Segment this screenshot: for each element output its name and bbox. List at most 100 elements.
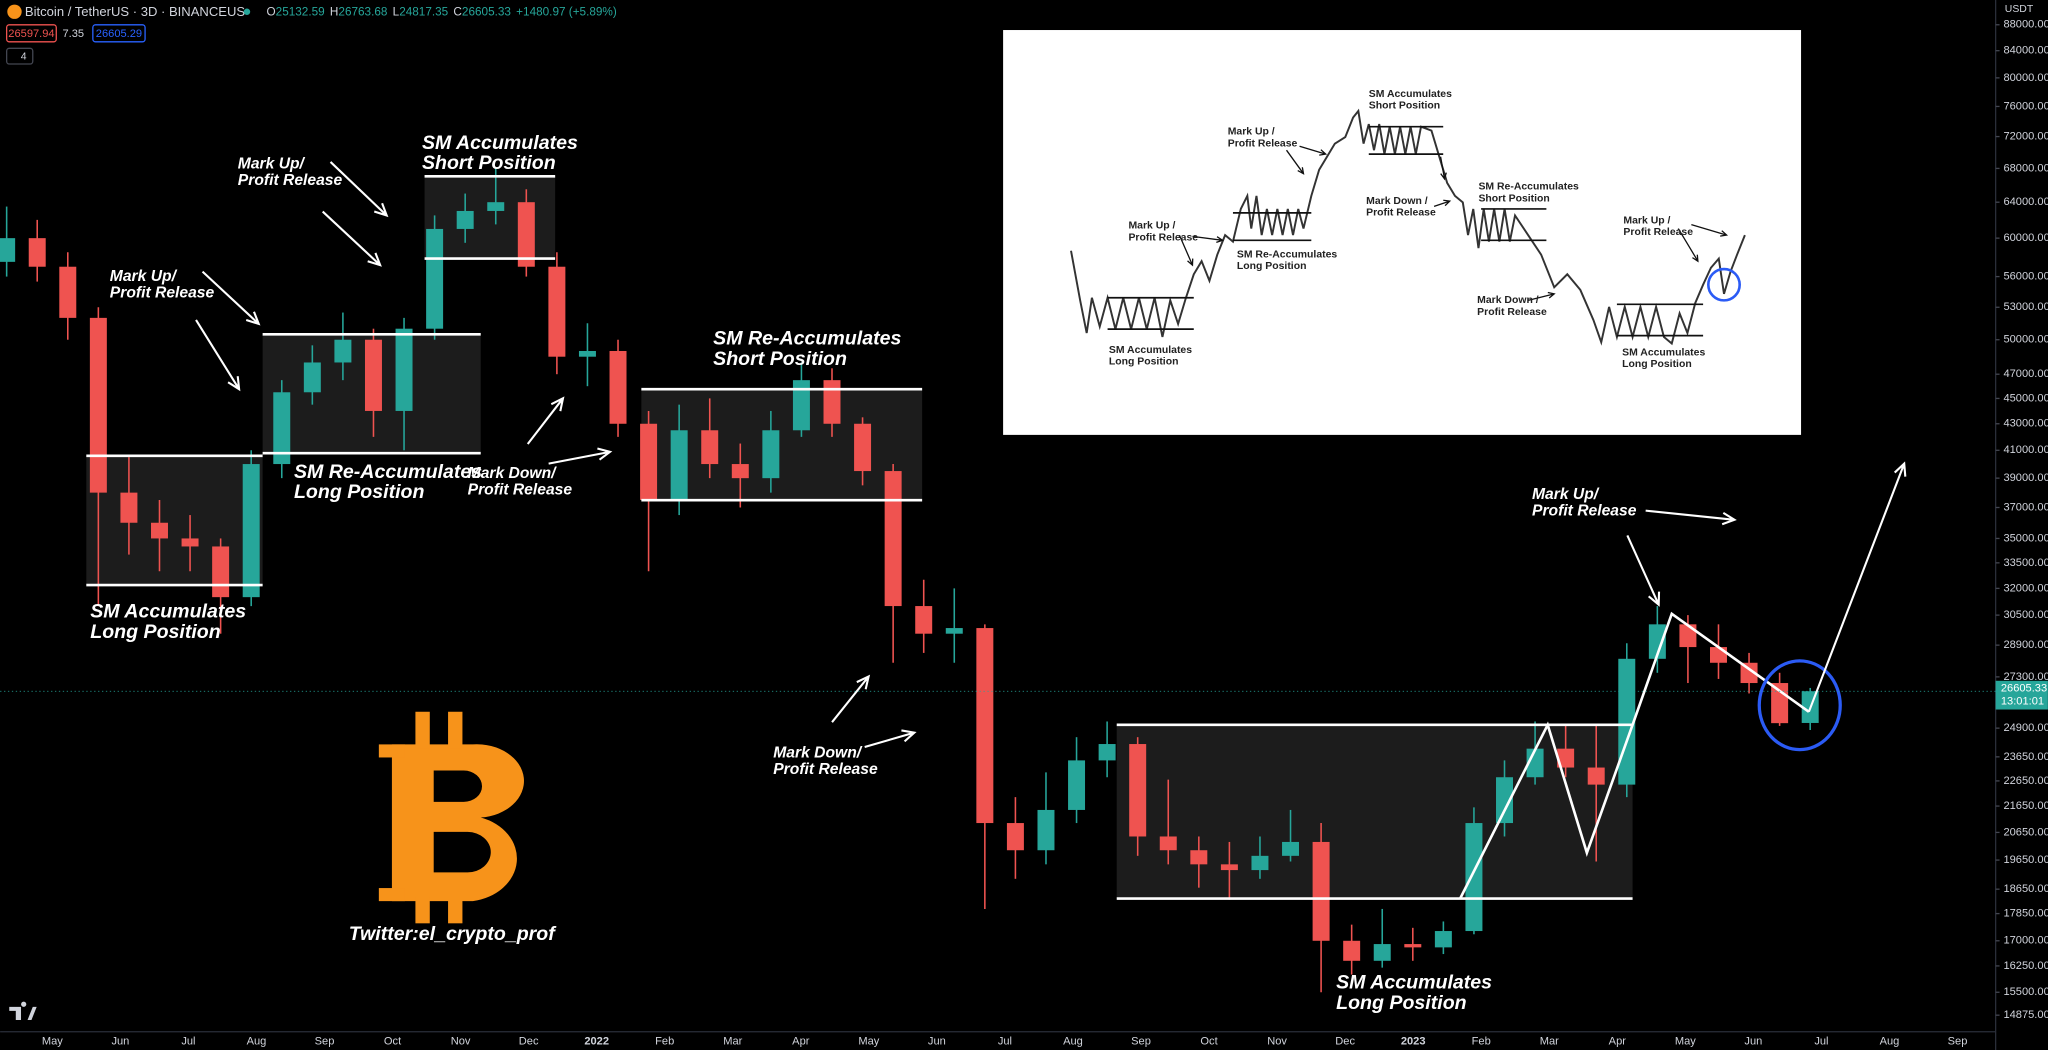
inset: SM Accumulates Short Position Mark Up / Pro… — [1003, 30, 1802, 435]
candle-body — [28, 238, 46, 267]
y-tick-label: 20650.00 — [2003, 826, 2048, 838]
annotation: SM Accumulates — [422, 132, 578, 154]
inset-arrows — [1178, 145, 1729, 302]
logo-bar — [448, 711, 463, 749]
candle-body — [334, 339, 352, 363]
indicators-count[interactable]: 4 — [21, 52, 27, 63]
bitcoin-logo — [378, 711, 524, 924]
inset-background — [1003, 30, 1802, 435]
candle-body — [1037, 809, 1055, 851]
x-tick-label: Aug — [247, 1035, 267, 1047]
logo-serif — [378, 888, 405, 902]
arrow — [1626, 535, 1661, 607]
candle-body — [59, 266, 77, 318]
candle-body — [1098, 744, 1116, 761]
candle-body — [1557, 748, 1575, 768]
inset-label: Short Position — [1369, 101, 1440, 112]
candle-body — [1068, 760, 1086, 810]
annotation: Profit Release — [468, 482, 573, 499]
annotation: Short Position — [713, 348, 847, 370]
y-tick-label: 47000.00 — [2003, 368, 2048, 380]
annotation: Long Position — [1336, 992, 1467, 1014]
arrow — [201, 270, 261, 326]
candle-body — [915, 606, 933, 634]
ohlc-values: O25132.59 H26763.68 L24817.35 C26605.33 +148… — [267, 6, 617, 19]
y-tick-label: 72000.00 — [2003, 131, 2048, 143]
inset-label: Mark Up / — [1128, 221, 1175, 232]
y-tick-label: 14875.00 — [2003, 1009, 2048, 1021]
y-tick-label: 22650.00 — [2003, 775, 2048, 787]
arrow — [321, 210, 382, 267]
y-tick-label: 28900.00 — [2003, 639, 2048, 651]
y-tick-label: 43000.00 — [2003, 418, 2048, 430]
ohlc-label: H — [330, 6, 339, 19]
inset-label: Mark Down / — [1477, 295, 1539, 306]
candle-body — [1404, 944, 1422, 948]
x-tick-label: 2022 — [584, 1035, 609, 1047]
y-tick-label: 39000.00 — [2003, 472, 2048, 484]
inset-arrow — [1299, 145, 1328, 156]
x-tick-label: May — [1675, 1035, 1696, 1047]
candle-body — [854, 423, 872, 472]
tradingview-logo — [9, 1001, 37, 1020]
x-tick-label: Nov — [1267, 1035, 1287, 1047]
ohlc-value: 26605.33 — [462, 6, 511, 19]
y-tick-label: 16250.00 — [2003, 960, 2048, 972]
candle-body — [1251, 855, 1269, 871]
x-tick-label: Dec — [519, 1035, 539, 1047]
inset-label: Profit Release — [1366, 208, 1436, 219]
candle-body — [89, 317, 107, 493]
ohlc-value: 24817.35 — [399, 6, 448, 19]
candle-body — [976, 628, 994, 824]
candle-body — [456, 210, 474, 229]
price-tag-countdown: 13:01:01 — [2001, 696, 2044, 708]
inset-label: Mark Down / — [1366, 196, 1428, 207]
x-tick-label: Jul — [998, 1035, 1012, 1047]
inset-arrow — [1285, 149, 1305, 175]
inset-arrow — [1433, 199, 1452, 207]
candle-body — [242, 464, 260, 598]
x-tick-label: Jul — [1814, 1035, 1828, 1047]
zone — [86, 455, 263, 586]
candle-body — [364, 339, 382, 411]
x-tick-label: Apr — [1609, 1035, 1627, 1047]
candle-body — [151, 522, 168, 539]
y-tick-label: 53000.00 — [2003, 301, 2048, 313]
y-tick-label: 37000.00 — [2003, 501, 2048, 513]
annotation: Mark Down/ — [773, 745, 863, 762]
annotation: Long Position — [294, 481, 425, 503]
inset-label: Profit Release — [1477, 307, 1547, 318]
x-tick-label: Aug — [1063, 1035, 1083, 1047]
zone-lines — [86, 175, 1810, 900]
candle-body — [1771, 683, 1789, 724]
candle-body — [517, 202, 535, 267]
watermark: Twitter:el_crypto_prof — [349, 923, 557, 945]
y-tick-label: 41000.00 — [2003, 444, 2048, 456]
currency-label[interactable]: USDT — [2005, 4, 2034, 15]
candle-body — [731, 464, 749, 479]
y-tick-label: 56000.00 — [2003, 271, 2048, 283]
indicators-toggle[interactable] — [5, 47, 34, 65]
candle-body — [1312, 841, 1330, 941]
symbol-icon — [7, 4, 22, 19]
inset-circle — [1707, 267, 1741, 302]
logo-shape — [391, 744, 524, 902]
candle-body — [945, 628, 963, 634]
inset-label: Profit Release — [1228, 138, 1298, 149]
y-tick-label: 76000.00 — [2003, 100, 2048, 112]
annotation: SM Re-Accumulates — [294, 461, 482, 483]
inset-label: SM Accumulates — [1622, 347, 1705, 358]
candle-body — [0, 238, 16, 262]
candle-body — [1373, 944, 1391, 961]
symbol-title: Bitcoin / TetherUS · 3D · BINANCEUS — [25, 4, 245, 19]
y-tick-label: 60000.00 — [2003, 232, 2048, 244]
inset-arrow — [1527, 291, 1556, 302]
logo-bar — [415, 897, 430, 924]
x-tick-label: Apr — [792, 1035, 810, 1047]
candle-body — [762, 430, 780, 479]
ohlc-label: L — [393, 6, 400, 19]
candle-body — [395, 328, 413, 411]
